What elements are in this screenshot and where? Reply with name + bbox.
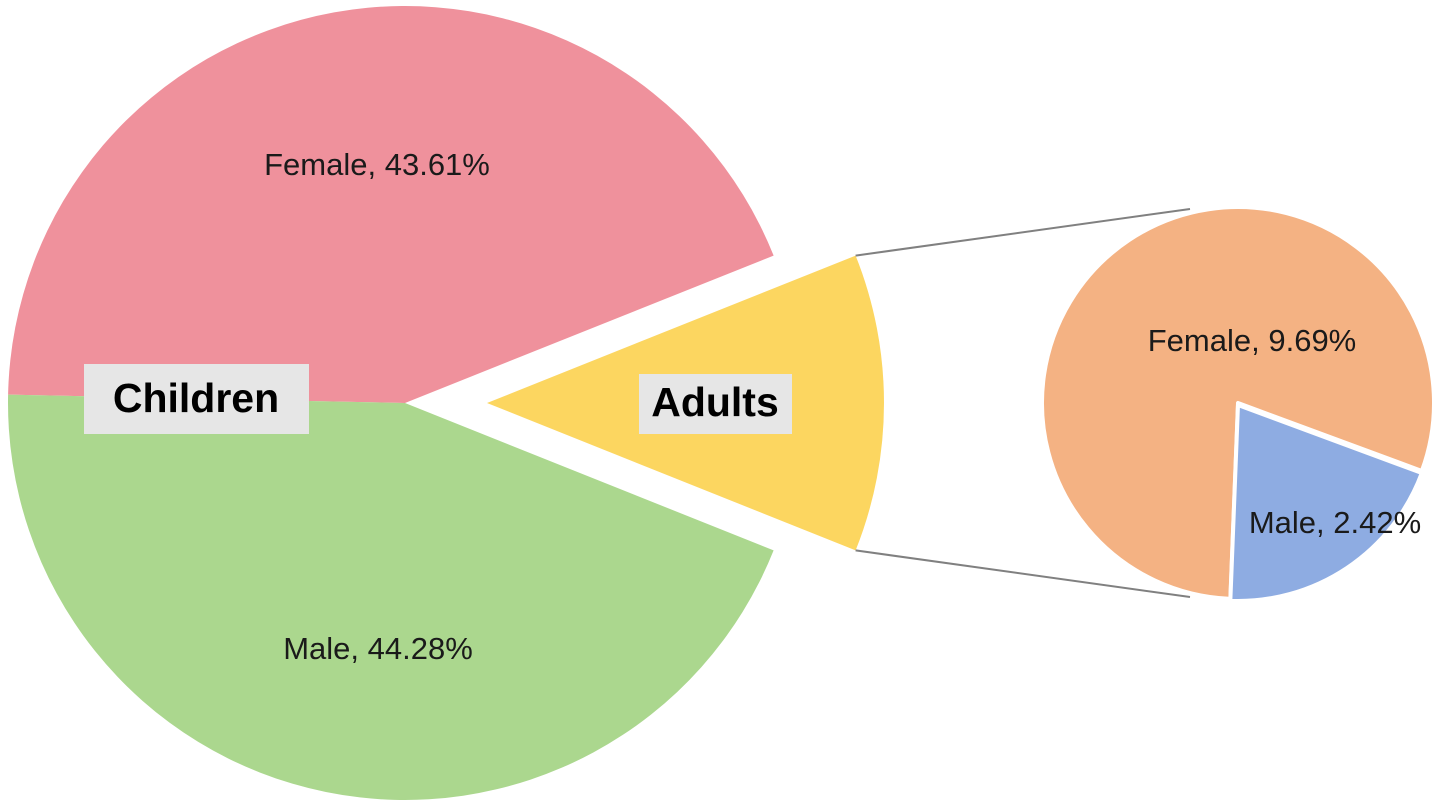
slice-label-adults-female: Female, 9.69% <box>1148 323 1357 358</box>
slice-children-female <box>8 6 774 404</box>
connector-lines <box>855 208 1191 598</box>
slice-adults-male <box>1228 403 1424 603</box>
slice-children-male <box>8 394 774 800</box>
group-label-box-children <box>84 364 309 434</box>
group-label-adults: Adults <box>651 379 779 425</box>
connector-line-bottom <box>855 549 1191 598</box>
slice-label-adults-male: Male, 2.42% <box>1249 505 1421 540</box>
main-pie <box>8 6 884 800</box>
slice-adults-female <box>1040 205 1437 601</box>
secondary-pie <box>1040 205 1437 603</box>
connector-line-top <box>855 208 1191 257</box>
slice-label-children-female: Female, 43.61% <box>264 147 490 182</box>
group-label-box-adults <box>639 374 792 434</box>
group-label-children: Children <box>113 375 279 421</box>
chart-labels: Female, 43.61% Male, 44.28% Female, 9.69% M… <box>84 147 1421 666</box>
slice-label-children-male: Male, 44.28% <box>283 631 473 666</box>
